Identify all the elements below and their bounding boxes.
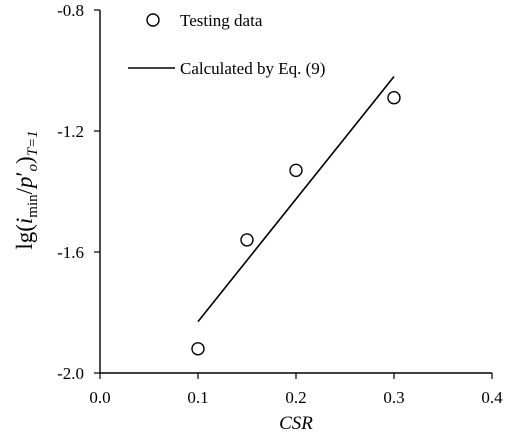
y-axis-title-prime: ′ bbox=[12, 171, 37, 176]
y-tick-label: -2.0 bbox=[57, 364, 84, 383]
x-tick-label: 0.3 bbox=[383, 388, 404, 407]
data-point bbox=[387, 91, 401, 105]
y-tick-label: -1.2 bbox=[57, 122, 84, 141]
x-tick-label: 0.4 bbox=[481, 388, 503, 407]
x-axis-title: CSR bbox=[279, 413, 313, 434]
data-point bbox=[191, 342, 205, 356]
x-tick-label: 0.1 bbox=[187, 388, 208, 407]
x-tick-label: 0.2 bbox=[285, 388, 306, 407]
legend-marker-testing-data bbox=[146, 13, 160, 27]
legend: Testing data Calculated by Eq. (9) bbox=[128, 11, 325, 78]
ticks: 0.0 0.1 0.2 0.3 0.4 -0.8 -1.2 -1.6 -2.0 bbox=[57, 1, 503, 407]
legend-label-testing-data: Testing data bbox=[180, 11, 263, 30]
y-axis-title-close: ) bbox=[12, 156, 37, 164]
y-tick-label: -0.8 bbox=[57, 1, 84, 20]
y-axis-title-p: p bbox=[12, 176, 37, 190]
data-marks bbox=[191, 76, 401, 356]
y-axis-title-i: i bbox=[12, 218, 37, 224]
data-point bbox=[289, 163, 303, 178]
y-axis-title-min: min bbox=[25, 194, 41, 218]
y-axis-title: lg(imin/p′o)T=1 bbox=[12, 130, 41, 249]
x-tick-label: 0.0 bbox=[89, 388, 110, 407]
fit-line bbox=[197, 76, 395, 323]
y-axis-title-slash: / bbox=[12, 187, 37, 194]
y-axis-title-sub: T=1 bbox=[25, 130, 41, 156]
y-axis-title-base: lg( bbox=[12, 224, 37, 250]
y-tick-label: -1.6 bbox=[57, 243, 84, 262]
legend-label-calculated: Calculated by Eq. (9) bbox=[180, 59, 325, 78]
data-point bbox=[240, 233, 254, 247]
y-axis-title-o: o bbox=[25, 163, 41, 171]
